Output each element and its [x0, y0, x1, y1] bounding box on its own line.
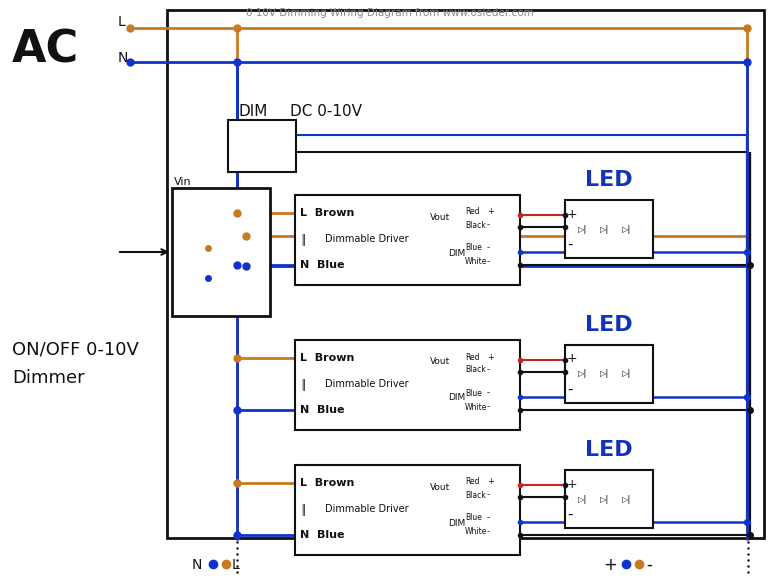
- Text: -: -: [487, 490, 490, 499]
- Text: Red: Red: [465, 352, 480, 362]
- Text: Dimmer: Dimmer: [12, 369, 84, 387]
- Bar: [172, 188, 270, 316]
- Text: ▷|: ▷|: [601, 369, 610, 379]
- Text: Dimmable Driver: Dimmable Driver: [325, 504, 409, 514]
- Text: L: L: [232, 558, 239, 572]
- Bar: [295, 195, 520, 285]
- Bar: [565, 470, 653, 528]
- Text: Blue: Blue: [465, 243, 482, 252]
- Text: Dimmable Driver: Dimmable Driver: [325, 379, 409, 389]
- Bar: [295, 465, 520, 555]
- Text: AC: AC: [12, 28, 80, 72]
- Text: DIM: DIM: [238, 105, 268, 119]
- Text: Vout: Vout: [430, 212, 450, 222]
- Text: ║: ║: [300, 503, 306, 515]
- Text: +: +: [487, 208, 494, 216]
- Text: Black: Black: [465, 490, 486, 499]
- Text: ▷|: ▷|: [601, 225, 610, 233]
- Text: L  Brown: L Brown: [300, 478, 354, 488]
- Text: ▷|: ▷|: [578, 495, 587, 503]
- Text: +: +: [567, 208, 578, 220]
- Text: 0 10V Dimming Wiring Diagram from www.osleder.com: 0 10V Dimming Wiring Diagram from www.os…: [246, 8, 534, 18]
- Text: ▷|: ▷|: [622, 369, 632, 379]
- Text: -: -: [487, 527, 490, 536]
- Text: Blue: Blue: [465, 513, 482, 523]
- Text: -: -: [487, 389, 490, 397]
- Text: -: -: [487, 513, 490, 523]
- Text: DIM: DIM: [448, 519, 465, 527]
- Text: -: -: [567, 506, 573, 522]
- Text: N  Blue: N Blue: [300, 260, 345, 270]
- Text: N: N: [118, 51, 129, 65]
- Text: +: +: [567, 477, 578, 490]
- Text: DC 0-10V: DC 0-10V: [290, 105, 362, 119]
- Text: Red: Red: [465, 477, 480, 486]
- Bar: [228, 120, 296, 172]
- Text: ║: ║: [300, 233, 306, 245]
- Bar: [295, 340, 520, 430]
- Text: L  Brown: L Brown: [300, 208, 354, 218]
- Text: Black: Black: [465, 220, 486, 229]
- Text: +: +: [487, 352, 494, 362]
- Text: -: -: [567, 236, 573, 252]
- Text: LED: LED: [585, 170, 633, 190]
- Text: -: -: [487, 220, 490, 229]
- Text: White: White: [465, 527, 488, 536]
- Text: ▷|: ▷|: [578, 225, 587, 233]
- Text: ▷|: ▷|: [622, 225, 632, 233]
- Bar: [565, 345, 653, 403]
- Text: -: -: [487, 243, 490, 252]
- Text: LED: LED: [585, 440, 633, 460]
- Text: -: -: [487, 366, 490, 375]
- Text: +: +: [567, 352, 578, 366]
- Text: ▷|: ▷|: [622, 495, 632, 503]
- Text: Vout: Vout: [430, 358, 450, 366]
- Text: Red: Red: [465, 208, 480, 216]
- Bar: [565, 200, 653, 258]
- Text: Black: Black: [465, 366, 486, 375]
- Bar: [167, 10, 764, 538]
- Text: Blue: Blue: [465, 389, 482, 397]
- Text: L  Brown: L Brown: [300, 353, 354, 363]
- Text: DIM: DIM: [448, 249, 465, 258]
- Text: ▷|: ▷|: [601, 495, 610, 503]
- Text: N: N: [192, 558, 202, 572]
- Text: ▷|: ▷|: [578, 369, 587, 379]
- Text: ON/OFF 0-10V: ON/OFF 0-10V: [12, 341, 139, 359]
- Text: N  Blue: N Blue: [300, 530, 345, 540]
- Text: -: -: [487, 403, 490, 412]
- Text: -: -: [487, 258, 490, 266]
- Text: +: +: [487, 477, 494, 486]
- Text: ║: ║: [300, 378, 306, 390]
- Text: -: -: [567, 382, 573, 396]
- Text: White: White: [465, 258, 488, 266]
- Text: DIM: DIM: [448, 393, 465, 403]
- Text: -: -: [646, 556, 652, 574]
- Text: Vin: Vin: [174, 177, 192, 187]
- Text: L: L: [118, 15, 126, 29]
- Text: White: White: [465, 403, 488, 412]
- Text: N  Blue: N Blue: [300, 405, 345, 415]
- Text: LED: LED: [585, 315, 633, 335]
- Text: Dimmable Driver: Dimmable Driver: [325, 234, 409, 244]
- Text: +: +: [603, 556, 617, 574]
- Text: Vout: Vout: [430, 483, 450, 492]
